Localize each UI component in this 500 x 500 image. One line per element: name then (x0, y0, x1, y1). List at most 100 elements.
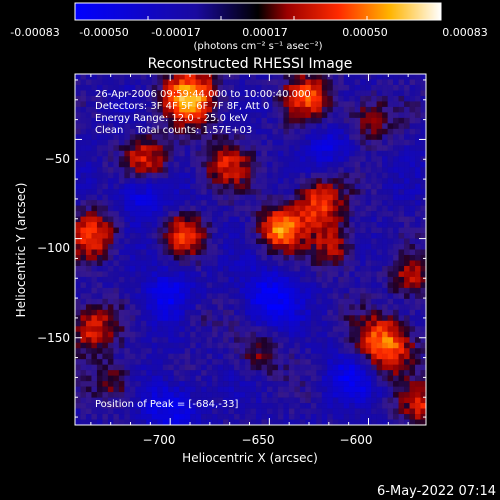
heatmap-pixel (206, 123, 213, 130)
heatmap-pixel (272, 84, 279, 91)
heatmap-pixel (179, 84, 185, 91)
heatmap-pixel (393, 238, 399, 245)
heatmap-pixel (409, 200, 416, 206)
heatmap-pixel (96, 419, 103, 426)
heatmap-pixel (151, 84, 158, 91)
heatmap-pixel (96, 386, 103, 393)
heatmap-pixel (245, 342, 251, 349)
heatmap-pixel (305, 79, 312, 86)
heatmap-pixel (376, 183, 383, 190)
heatmap-pixel (245, 260, 251, 267)
heatmap-pixel (349, 337, 355, 344)
heatmap-pixel (409, 101, 416, 108)
heatmap-pixel (360, 254, 366, 261)
heatmap-pixel (365, 117, 372, 124)
heatmap-pixel (409, 315, 416, 322)
heatmap-pixel (332, 216, 339, 223)
heatmap-pixel (365, 408, 372, 415)
heatmap-pixel (91, 249, 98, 256)
heatmap-pixel (239, 117, 246, 124)
x-tick-label: −700 (143, 433, 176, 447)
heatmap-pixel (212, 298, 218, 305)
heatmap-pixel (382, 117, 388, 124)
heatmap-pixel (343, 139, 350, 146)
heatmap-pixel (365, 101, 372, 108)
heatmap-pixel (118, 167, 125, 174)
heatmap-pixel (250, 315, 257, 322)
heatmap-pixel (404, 304, 410, 311)
heatmap-pixel (376, 271, 383, 278)
heatmap-pixel (80, 222, 87, 228)
heatmap-pixel (217, 145, 224, 152)
heatmap-pixel (91, 178, 98, 184)
heatmap-pixel (223, 320, 229, 327)
heatmap-pixel (321, 84, 328, 91)
heatmap-pixel (277, 265, 284, 272)
heatmap-pixel (376, 265, 383, 272)
heatmap-pixel (85, 304, 92, 311)
heatmap-pixel (184, 74, 191, 80)
heatmap-pixel (338, 271, 345, 278)
heatmap-pixel (201, 419, 207, 426)
heatmap-pixel (113, 90, 120, 97)
heatmap-pixel (343, 74, 350, 80)
heatmap-pixel (382, 298, 388, 305)
heatmap-pixel (266, 331, 273, 338)
heatmap-pixel (135, 84, 142, 91)
heatmap-pixel (277, 95, 284, 102)
heatmap-pixel (113, 342, 120, 349)
heatmap-pixel (332, 134, 339, 141)
heatmap-pixel (266, 238, 273, 245)
heatmap-pixel (239, 145, 246, 152)
heatmap-pixel (349, 254, 355, 261)
heatmap-pixel (80, 370, 87, 376)
heatmap-pixel (360, 172, 366, 179)
heatmap-pixel (310, 282, 317, 289)
heatmap-pixel (382, 167, 388, 174)
heatmap-pixel (327, 359, 334, 365)
heatmap-pixel (420, 249, 427, 256)
heatmap-pixel (168, 408, 175, 415)
heatmap-pixel (294, 238, 301, 245)
heatmap-pixel (146, 238, 153, 245)
heatmap-pixel (365, 95, 372, 102)
heatmap-pixel (349, 189, 355, 195)
heatmap-pixel (332, 353, 339, 360)
heatmap-pixel (234, 331, 240, 338)
heatmap-pixel (360, 265, 366, 272)
heatmap-pixel (415, 304, 421, 311)
heatmap-pixel (234, 222, 240, 228)
heatmap-pixel (245, 249, 251, 256)
heatmap-pixel (393, 353, 399, 360)
heatmap-pixel (173, 167, 180, 174)
heatmap-pixel (135, 320, 142, 327)
heatmap-pixel (91, 287, 98, 294)
heatmap-pixel (212, 293, 218, 300)
heatmap-pixel (184, 348, 191, 354)
heatmap-pixel (415, 172, 421, 179)
heatmap-pixel (206, 359, 213, 365)
heatmap-pixel (250, 156, 257, 163)
heatmap-pixel (266, 233, 273, 239)
heatmap-pixel (245, 276, 251, 283)
heatmap-pixel (195, 123, 202, 130)
heatmap-pixel (321, 348, 328, 354)
heatmap-pixel (266, 172, 273, 179)
heatmap-pixel (272, 260, 279, 267)
heatmap-pixel (288, 304, 295, 311)
heatmap-pixel (234, 84, 240, 91)
heatmap-pixel (294, 145, 301, 152)
heatmap-pixel (184, 392, 191, 398)
heatmap-pixel (190, 282, 196, 289)
heatmap-pixel (85, 79, 92, 86)
heatmap-pixel (217, 90, 224, 97)
heatmap-pixel (217, 386, 224, 393)
heatmap-pixel (129, 381, 136, 387)
heatmap-pixel (272, 194, 279, 201)
heatmap-pixel (96, 128, 103, 135)
heatmap-pixel (173, 128, 180, 135)
heatmap-pixel (239, 211, 246, 217)
heatmap-pixel (420, 134, 427, 141)
heatmap-pixel (250, 145, 257, 152)
heatmap-pixel (96, 117, 103, 124)
